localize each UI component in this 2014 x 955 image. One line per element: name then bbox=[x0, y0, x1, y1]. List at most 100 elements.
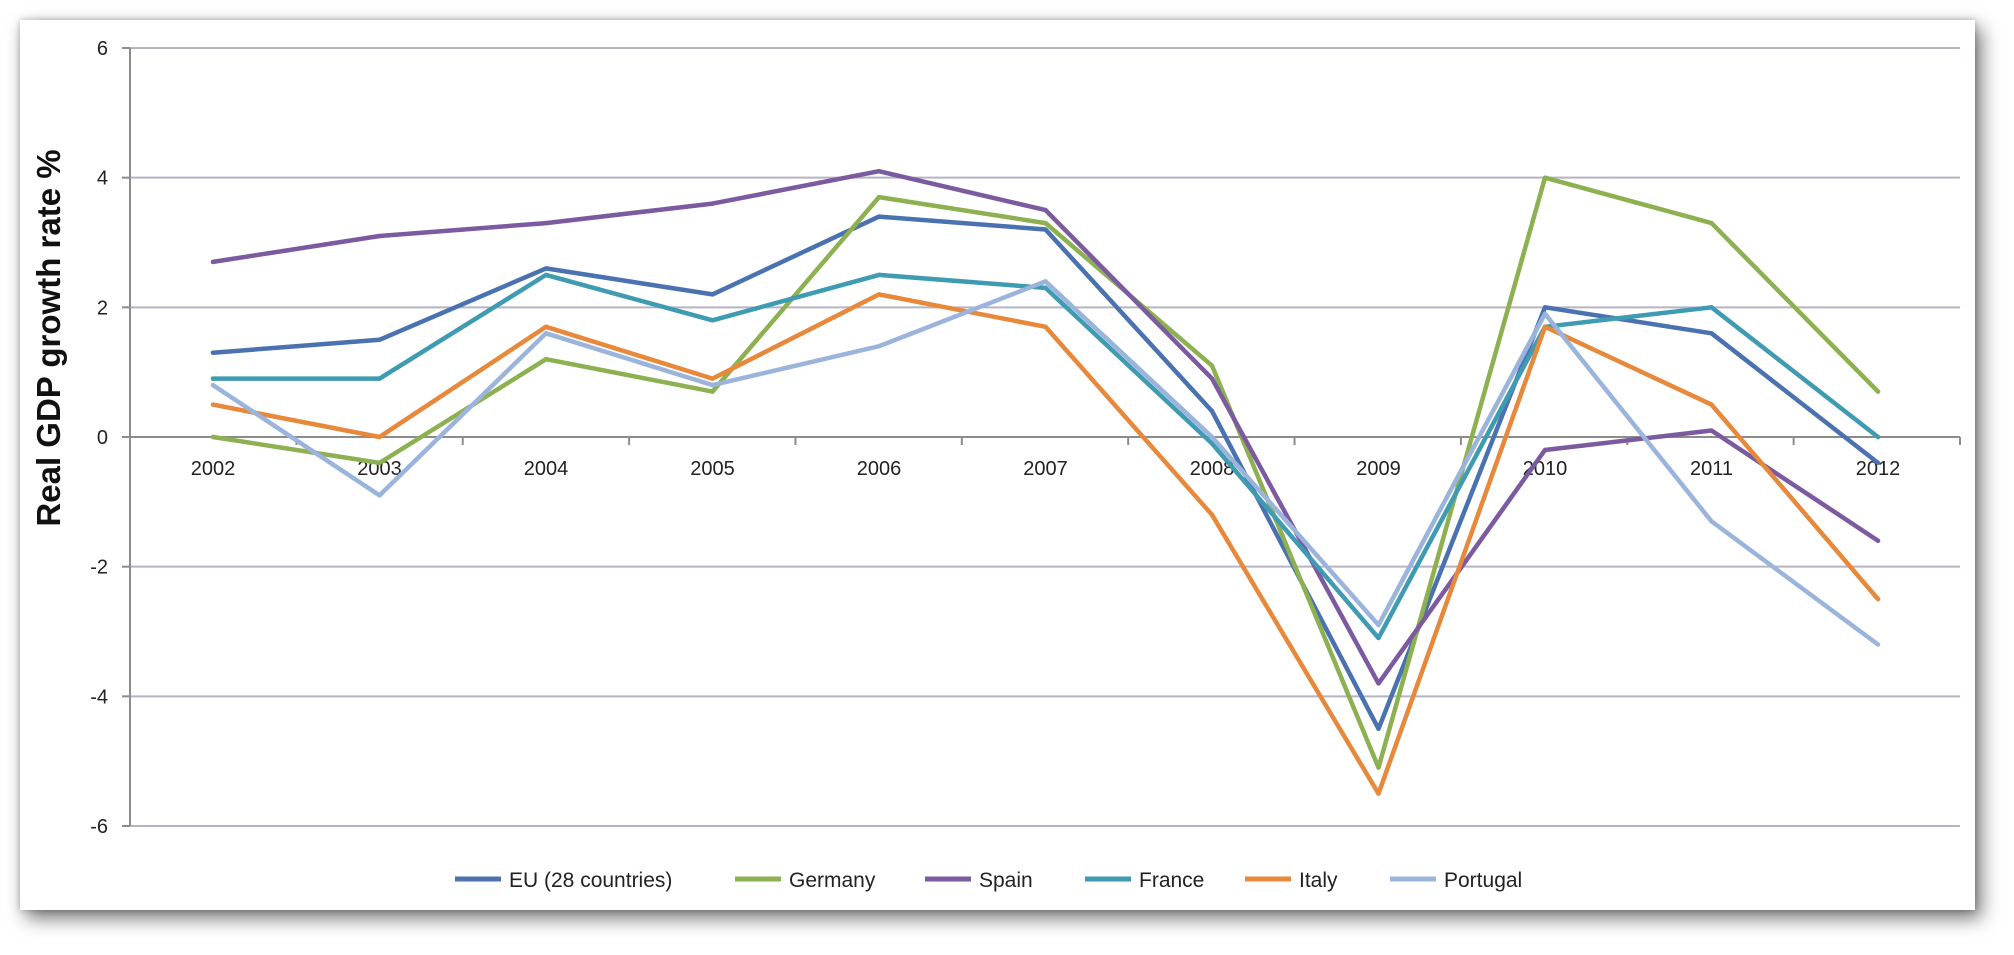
series-eu-28-countries bbox=[210, 214, 1881, 732]
data-point-2006 bbox=[876, 168, 882, 174]
data-point-2007 bbox=[1043, 220, 1048, 226]
data-point-2004 bbox=[543, 220, 549, 226]
data-point-2011 bbox=[1709, 428, 1714, 433]
legend-item-france: France bbox=[1085, 869, 1204, 892]
legend-item-spain: Spain bbox=[925, 869, 1033, 892]
data-point-2002 bbox=[210, 376, 216, 381]
data-point-2006 bbox=[876, 292, 882, 297]
y-tick-label-1: 4 bbox=[97, 168, 108, 190]
data-point-2010 bbox=[1542, 447, 1548, 453]
data-point-2007 bbox=[1043, 285, 1048, 291]
data-point-2003 bbox=[377, 376, 382, 381]
data-point-2012 bbox=[1875, 642, 1881, 647]
series-france bbox=[210, 272, 1881, 641]
series-spain bbox=[210, 168, 1881, 686]
legend-label: Italy bbox=[1299, 869, 1338, 892]
data-point-2009 bbox=[1376, 726, 1381, 731]
x-tick-label-2009: 2009 bbox=[1356, 458, 1401, 480]
data-point-2010 bbox=[1542, 324, 1548, 329]
data-point-2004 bbox=[543, 272, 549, 278]
x-tick-label-2011: 2011 bbox=[1690, 458, 1733, 480]
y-tick-label-2: 2 bbox=[97, 297, 108, 319]
data-point-2009 bbox=[1376, 681, 1381, 686]
data-point-2012 bbox=[1875, 596, 1881, 602]
data-point-2011 bbox=[1709, 220, 1714, 226]
data-point-2002 bbox=[210, 434, 216, 440]
data-point-2004 bbox=[543, 357, 549, 362]
data-point-2012 bbox=[1875, 389, 1881, 394]
series-germany bbox=[210, 175, 1881, 770]
data-point-2008 bbox=[1209, 512, 1215, 517]
x-tick-label-2012: 2012 bbox=[1856, 458, 1901, 480]
y-tick-label-3: 0 bbox=[97, 427, 108, 449]
data-point-2002 bbox=[210, 350, 216, 355]
data-point-2008 bbox=[1209, 363, 1215, 368]
data-point-2002 bbox=[210, 382, 216, 388]
series-portugal bbox=[210, 279, 1881, 647]
x-tick-label-2006: 2006 bbox=[857, 458, 902, 480]
data-point-2005 bbox=[710, 201, 715, 206]
legend-item-italy: Italy bbox=[1245, 869, 1338, 892]
data-point-2006 bbox=[876, 272, 882, 278]
legend-label: Portugal bbox=[1444, 869, 1522, 892]
legend-item-portugal: Portugal bbox=[1390, 869, 1522, 892]
data-point-2008 bbox=[1209, 434, 1215, 440]
legend-label: Germany bbox=[789, 869, 876, 892]
data-point-2006 bbox=[876, 214, 882, 219]
data-point-2011 bbox=[1709, 331, 1714, 336]
data-point-2010 bbox=[1542, 305, 1548, 310]
data-point-2011 bbox=[1709, 519, 1714, 524]
x-tick-labels: 2002 2003 2004 2005 2006 2007 2008 2009 2010 2011… bbox=[191, 458, 1901, 480]
data-point-2003 bbox=[377, 233, 382, 239]
data-point-2010 bbox=[1542, 175, 1548, 180]
data-series bbox=[210, 168, 1881, 796]
y-tick-labels: 6 4 2 0 -2 -4 -6 bbox=[90, 38, 108, 838]
data-point-2004 bbox=[543, 331, 549, 336]
data-point-2002 bbox=[210, 259, 216, 265]
data-point-2009 bbox=[1376, 765, 1381, 770]
x-tick-label-2004: 2004 bbox=[524, 458, 569, 480]
y-tick-label-5: -4 bbox=[90, 686, 108, 708]
data-point-2003 bbox=[377, 434, 382, 440]
legend: EU (28 countries) Germany Spain France Italy… bbox=[455, 869, 1522, 892]
data-point-2002 bbox=[210, 402, 216, 407]
data-point-2012 bbox=[1875, 460, 1881, 466]
data-point-2010 bbox=[1542, 311, 1548, 317]
data-point-2005 bbox=[710, 292, 715, 297]
series-line bbox=[210, 292, 1881, 796]
y-tick-label-4: -2 bbox=[90, 557, 108, 579]
data-point-2007 bbox=[1043, 227, 1048, 232]
data-point-2006 bbox=[876, 344, 882, 349]
data-point-2008 bbox=[1209, 376, 1215, 381]
chart-card bbox=[20, 20, 1975, 910]
x-tick-label-2005: 2005 bbox=[690, 458, 735, 480]
data-point-2009 bbox=[1376, 791, 1381, 796]
x-tick-label-2008: 2008 bbox=[1190, 458, 1235, 480]
x-tick-label-2003: 2003 bbox=[357, 458, 402, 480]
series-italy bbox=[210, 292, 1881, 796]
data-point-2007 bbox=[1043, 324, 1048, 329]
legend-item-germany: Germany bbox=[735, 869, 876, 892]
data-point-2011 bbox=[1709, 402, 1714, 407]
data-point-2003 bbox=[377, 460, 382, 466]
series-line bbox=[210, 168, 1881, 686]
data-point-2008 bbox=[1209, 441, 1215, 446]
x-tick-label-2002: 2002 bbox=[191, 458, 236, 480]
x-tick-label-2007: 2007 bbox=[1023, 458, 1068, 480]
data-point-2008 bbox=[1209, 408, 1215, 414]
data-point-2006 bbox=[876, 194, 882, 200]
data-point-2012 bbox=[1875, 434, 1881, 440]
legend-label: France bbox=[1139, 869, 1204, 892]
data-point-2007 bbox=[1043, 279, 1048, 284]
data-point-2005 bbox=[710, 318, 715, 323]
data-point-2012 bbox=[1875, 538, 1881, 543]
y-axis-label: Real GDP growth rate % bbox=[30, 149, 67, 526]
data-point-2005 bbox=[710, 389, 715, 394]
data-point-2005 bbox=[710, 376, 715, 381]
data-point-2005 bbox=[710, 382, 715, 388]
data-point-2004 bbox=[543, 266, 549, 271]
data-point-2004 bbox=[543, 324, 549, 329]
legend-label: EU (28 countries) bbox=[509, 869, 672, 892]
y-tick-label-6: -6 bbox=[90, 816, 108, 838]
